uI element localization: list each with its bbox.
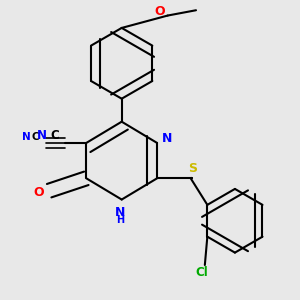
Text: N: N (115, 206, 125, 220)
Text: N: N (37, 129, 47, 142)
Text: O: O (33, 186, 44, 199)
Text: O: O (154, 5, 165, 18)
Text: Cl: Cl (195, 266, 208, 279)
Text: C: C (31, 132, 39, 142)
Text: S: S (188, 162, 197, 175)
Text: C: C (50, 129, 59, 142)
Text: N: N (22, 132, 31, 142)
Text: N: N (162, 132, 172, 145)
Text: H: H (116, 215, 124, 225)
